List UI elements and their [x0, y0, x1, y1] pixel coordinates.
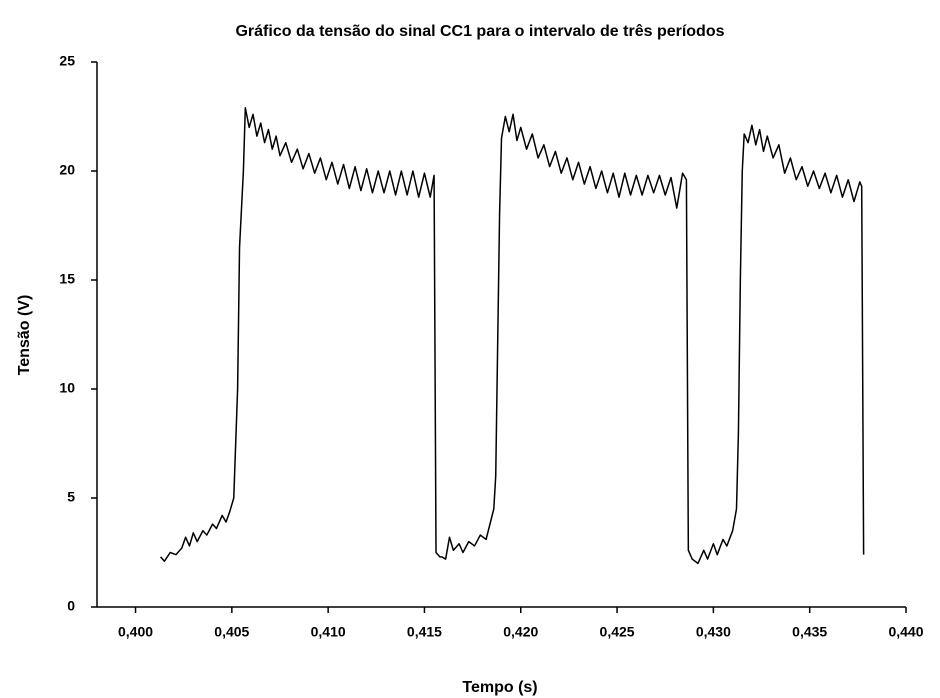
x-tick-label: 0,430 [696, 624, 731, 640]
y-tick-label: 10 [59, 380, 75, 396]
x-tick-label: 0,420 [503, 624, 538, 640]
x-tick-label: 0,400 [118, 624, 153, 640]
x-axis-label: Tempo (s) [462, 679, 537, 696]
y-tick-label: 15 [59, 271, 75, 287]
chart-title: Gráfico da tensão do sinal CC1 para o in… [235, 23, 724, 40]
y-tick-label: 20 [59, 162, 75, 178]
x-tick-label: 0,415 [407, 624, 442, 640]
y-tick-label: 25 [59, 53, 75, 69]
x-tick-label: 0,410 [311, 624, 346, 640]
signal-line [159, 107, 865, 565]
y-tick-label: 5 [67, 489, 75, 505]
x-tick-label: 0,405 [214, 624, 249, 640]
y-axis-label: Tensão (V) [16, 295, 33, 376]
x-tick-label: 0,435 [792, 624, 827, 640]
y-tick-label: 0 [67, 598, 75, 614]
x-tick-label: 0,425 [600, 624, 635, 640]
x-tick-label: 0,440 [888, 624, 923, 640]
